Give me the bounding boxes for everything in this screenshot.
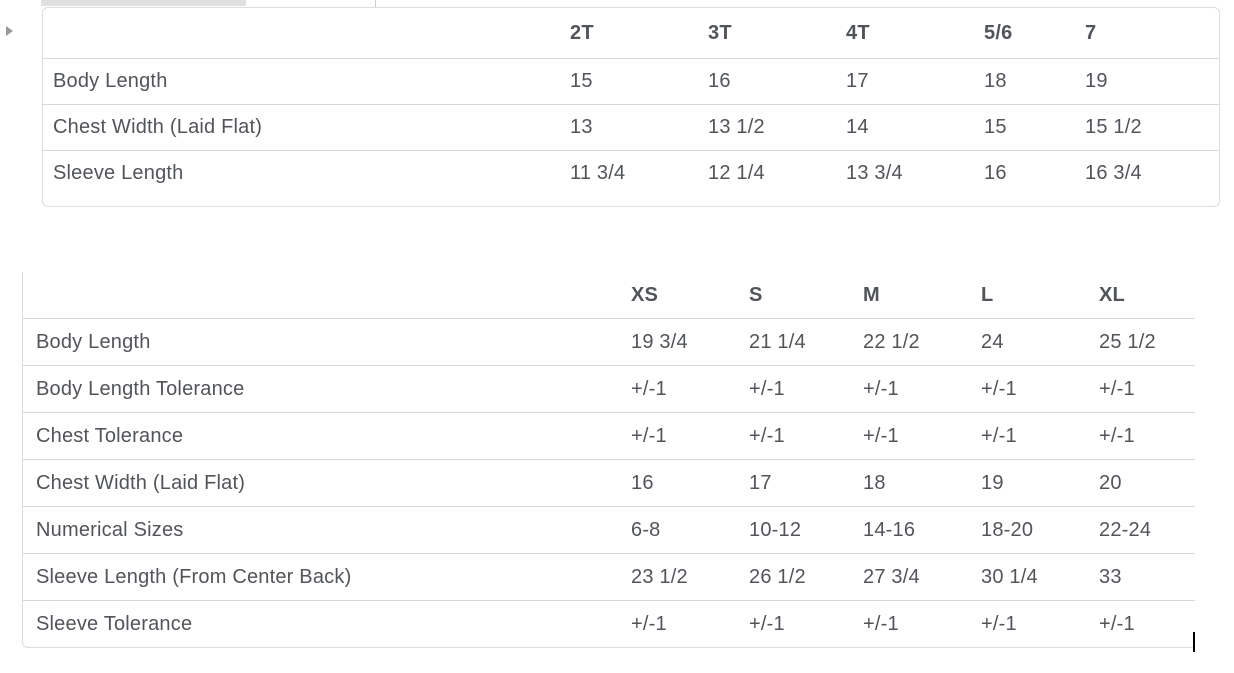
row-label: Sleeve Length bbox=[53, 162, 184, 184]
size-value-cell: 22-24 bbox=[1099, 518, 1152, 541]
row-label: Chest Width (Laid Flat) bbox=[53, 116, 263, 138]
size-value-cell: +/-1 bbox=[631, 377, 667, 400]
size-value-cell: +/-1 bbox=[749, 377, 785, 400]
size-value-cell: 18 bbox=[984, 70, 1007, 92]
size-value-cell: 27 3/4 bbox=[863, 565, 920, 588]
size-column-header: XL bbox=[1099, 283, 1125, 306]
row-label: Body Length Tolerance bbox=[36, 377, 245, 400]
size-value-cell: 15 bbox=[570, 70, 593, 92]
text-cursor-icon bbox=[1193, 632, 1195, 652]
size-value-cell: 26 1/2 bbox=[749, 565, 806, 588]
size-column-header: 7 bbox=[1085, 21, 1097, 44]
toddler-size-chart-panel: 2T 3T 4T 5/6 7 Body Length 15 16 17 18 19 Ches… bbox=[42, 7, 1220, 207]
size-value-cell: 20 bbox=[1099, 471, 1122, 494]
size-column-header: S bbox=[749, 283, 763, 306]
size-value-cell: 14 bbox=[846, 116, 869, 138]
size-value-cell: 11 3/4 bbox=[570, 162, 626, 184]
size-value-cell: 13 1/2 bbox=[708, 116, 765, 138]
size-value-cell: 16 bbox=[984, 162, 1007, 184]
size-column-header: M bbox=[863, 283, 880, 306]
size-value-cell: +/-1 bbox=[1099, 612, 1135, 635]
size-value-cell: 16 bbox=[708, 70, 731, 92]
table-row: Sleeve Length (From Center Back) 23 1/2 26… bbox=[23, 554, 1195, 601]
adult-size-chart-panel: XS S M L XL Body Length 19 3/4 21 1/4 22 1/… bbox=[22, 272, 1195, 648]
size-value-cell: +/-1 bbox=[863, 377, 899, 400]
row-label: Numerical Sizes bbox=[36, 518, 184, 541]
table-row: Sleeve Length 11 3/4 12 1/4 13 3/4 16 16 3/4 bbox=[43, 151, 1219, 197]
size-value-cell: 13 bbox=[570, 116, 593, 138]
size-value-cell: 15 bbox=[984, 116, 1007, 138]
size-value-cell: +/-1 bbox=[1099, 424, 1135, 447]
size-value-cell: 13 3/4 bbox=[846, 162, 903, 184]
size-value-cell: 22 1/2 bbox=[863, 330, 920, 353]
size-column-header: L bbox=[981, 283, 994, 306]
size-value-cell: 15 1/2 bbox=[1085, 116, 1142, 138]
size-value-cell: 14-16 bbox=[863, 518, 916, 541]
size-value-cell: 19 3/4 bbox=[631, 330, 688, 353]
table-row: Numerical Sizes 6-8 10-12 14-16 18-20 22-24 bbox=[23, 507, 1195, 554]
size-value-cell: 16 3/4 bbox=[1085, 162, 1142, 184]
size-value-cell: 18 bbox=[863, 471, 886, 494]
size-value-cell: 18-20 bbox=[981, 518, 1034, 541]
size-value-cell: 30 1/4 bbox=[981, 565, 1038, 588]
row-label: Body Length bbox=[53, 70, 168, 92]
table-row: Chest Width (Laid Flat) 16 17 18 19 20 bbox=[23, 460, 1195, 507]
row-label: Sleeve Length (From Center Back) bbox=[36, 565, 352, 588]
row-label: Chest Width (Laid Flat) bbox=[36, 471, 246, 494]
size-value-cell: 16 bbox=[631, 471, 654, 494]
table-row: Chest Width (Laid Flat) 13 13 1/2 14 15 15 1/… bbox=[43, 105, 1219, 151]
size-value-cell: 17 bbox=[846, 70, 869, 92]
size-value-cell: 21 1/4 bbox=[749, 330, 806, 353]
row-label: Chest Tolerance bbox=[36, 424, 184, 447]
size-value-cell: 6-8 bbox=[631, 518, 661, 541]
size-value-cell: +/-1 bbox=[863, 424, 899, 447]
size-value-cell: 25 1/2 bbox=[1099, 330, 1156, 353]
corner-cell bbox=[23, 272, 631, 319]
toddler-header-row: 2T 3T 4T 5/6 7 bbox=[43, 8, 1219, 59]
size-value-cell: 33 bbox=[1099, 565, 1122, 588]
row-label: Sleeve Tolerance bbox=[36, 612, 193, 635]
toddler-size-table: 2T 3T 4T 5/6 7 Body Length 15 16 17 18 19 Ches… bbox=[43, 8, 1219, 196]
size-value-cell: 10-12 bbox=[749, 518, 802, 541]
size-value-cell: +/-1 bbox=[631, 424, 667, 447]
size-column-header: 4T bbox=[846, 21, 870, 44]
size-value-cell: +/-1 bbox=[631, 612, 667, 635]
active-size-tab[interactable] bbox=[41, 0, 246, 6]
size-value-cell: +/-1 bbox=[749, 424, 785, 447]
size-value-cell: 19 bbox=[1085, 70, 1108, 92]
expand-arrow-icon[interactable] bbox=[6, 26, 13, 36]
size-column-header: 5/6 bbox=[984, 21, 1013, 44]
adult-size-table: XS S M L XL Body Length 19 3/4 21 1/4 22 1/… bbox=[23, 272, 1195, 647]
size-value-cell: 12 1/4 bbox=[708, 162, 765, 184]
size-column-header: 3T bbox=[708, 21, 732, 44]
corner-cell bbox=[43, 8, 570, 59]
table-row: Sleeve Tolerance +/-1 +/-1 +/-1 +/-1 +/-1 bbox=[23, 601, 1195, 648]
size-value-cell: +/-1 bbox=[981, 612, 1017, 635]
size-value-cell: +/-1 bbox=[981, 377, 1017, 400]
table-row: Body Length 19 3/4 21 1/4 22 1/2 24 25 1/2 bbox=[23, 319, 1195, 366]
size-value-cell: 19 bbox=[981, 471, 1004, 494]
size-value-cell: +/-1 bbox=[981, 424, 1017, 447]
table-row: Body Length 15 16 17 18 19 bbox=[43, 59, 1219, 105]
inactive-size-tab[interactable] bbox=[375, 0, 1222, 7]
table-row: Chest Tolerance +/-1 +/-1 +/-1 +/-1 +/-1 bbox=[23, 413, 1195, 460]
size-value-cell: 24 bbox=[981, 330, 1004, 353]
size-value-cell: +/-1 bbox=[749, 612, 785, 635]
size-value-cell: 23 1/2 bbox=[631, 565, 688, 588]
size-column-header: 2T bbox=[570, 21, 594, 44]
table-row: Body Length Tolerance +/-1 +/-1 +/-1 +/-1 +/-… bbox=[23, 366, 1195, 413]
row-label: Body Length bbox=[36, 330, 151, 353]
adult-header-row: XS S M L XL bbox=[23, 272, 1195, 319]
size-value-cell: 17 bbox=[749, 471, 772, 494]
size-value-cell: +/-1 bbox=[863, 612, 899, 635]
size-column-header: XS bbox=[631, 283, 659, 306]
size-value-cell: +/-1 bbox=[1099, 377, 1135, 400]
